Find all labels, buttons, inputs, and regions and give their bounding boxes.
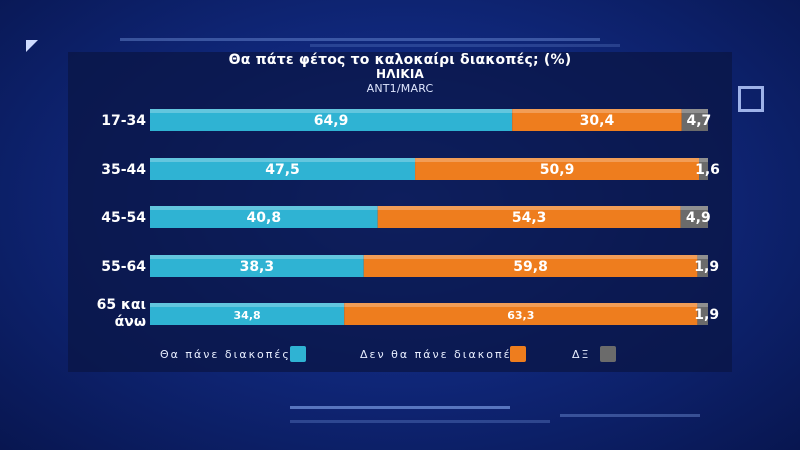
bar-highlight	[680, 206, 708, 210]
data-label: 63,3	[507, 309, 534, 322]
bar-highlight	[363, 255, 698, 259]
square-outline-icon	[738, 86, 764, 112]
legend-label-go: Θα πάνε διακοπές	[160, 348, 291, 361]
legend-label-dk: ΔΞ	[572, 348, 591, 361]
category-label: 17-34	[101, 113, 146, 129]
decor-line	[290, 406, 510, 409]
category-label: 45-54	[101, 210, 146, 226]
chart-subtitle: ΗΛΙΚΙΑ	[375, 67, 425, 81]
bar-segment	[363, 255, 698, 277]
chart-title: Θα πάτε φέτος το καλοκαίρι διακοπές; (%)	[228, 52, 572, 68]
decor-line	[310, 44, 620, 47]
data-label: 40,8	[247, 210, 282, 226]
bar-segment	[697, 303, 708, 325]
bar-highlight	[681, 109, 708, 113]
data-label: 1,6	[695, 162, 720, 178]
data-label: 34,8	[234, 309, 261, 322]
bar-highlight	[699, 158, 708, 162]
data-label: 1,9	[694, 307, 719, 323]
data-label: 4,7	[686, 113, 711, 129]
bar-highlight	[377, 206, 681, 210]
bar-segment	[150, 109, 513, 131]
bar-segment	[150, 206, 378, 228]
bar-highlight	[150, 109, 513, 113]
bar-segment	[415, 158, 700, 180]
legend-swatch-not-go	[510, 346, 526, 362]
bar-segment	[377, 206, 681, 228]
decor-line	[560, 414, 700, 417]
bar-highlight	[150, 303, 345, 307]
legend-label-not-go: Δεν θα πάνε διακοπές	[360, 348, 520, 361]
data-label: 64,9	[314, 113, 349, 129]
bar-segment	[150, 303, 345, 325]
bar-highlight	[150, 158, 416, 162]
data-label: 38,3	[240, 259, 275, 275]
bar-segment	[697, 255, 708, 277]
data-label: 4,9	[686, 210, 711, 226]
bar-highlight	[512, 109, 682, 113]
bar-segment	[699, 158, 708, 180]
bar-segment	[150, 158, 416, 180]
legend: Θα πάνε διακοπές Δεν θα πάνε διακοπές ΔΞ	[0, 346, 800, 364]
category-label: 65 και	[97, 297, 146, 313]
bar-highlight	[150, 206, 378, 210]
category-label: άνω	[115, 314, 146, 330]
decor-line	[290, 420, 550, 423]
decor-line	[120, 38, 600, 41]
category-label: 55-64	[101, 259, 146, 275]
data-label: 30,4	[580, 113, 615, 129]
legend-swatch-dk	[600, 346, 616, 362]
bar-segment	[680, 206, 708, 228]
bar-segment	[681, 109, 708, 131]
bar-highlight	[697, 255, 708, 259]
data-label: 50,9	[540, 162, 575, 178]
bar-segment	[344, 303, 698, 325]
bar-segment	[512, 109, 682, 131]
data-label: 47,5	[265, 162, 300, 178]
legend-swatch-go	[290, 346, 306, 362]
data-label: 54,3	[512, 210, 547, 226]
data-label: 1,9	[694, 259, 719, 275]
data-label: 59,8	[513, 259, 548, 275]
bar-highlight	[415, 158, 700, 162]
bar-highlight	[150, 255, 364, 259]
category-label: 35-44	[101, 162, 146, 178]
bar-highlight	[344, 303, 698, 307]
chart-source: ANT1/MARC	[366, 82, 434, 95]
bar-segment	[150, 255, 364, 277]
bar-highlight	[697, 303, 708, 307]
